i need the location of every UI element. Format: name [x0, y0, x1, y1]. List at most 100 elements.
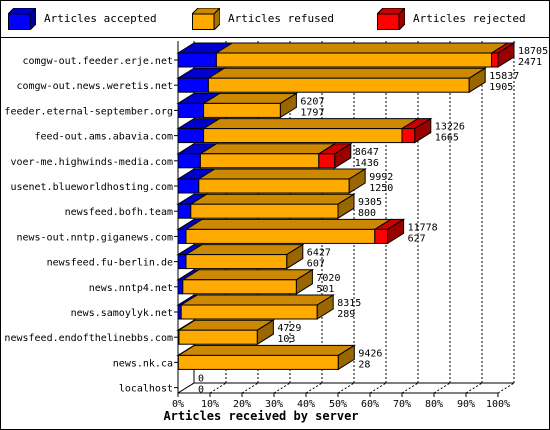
bar-top: [179, 294, 335, 306]
category-label: voer-me.highwinds-media.com: [10, 157, 173, 168]
value-label-received: 9305: [358, 197, 382, 208]
bar-side: [337, 344, 355, 371]
value-label-accepted: 627: [408, 233, 426, 244]
bar-top: [176, 344, 357, 356]
value-label-accepted: 1665: [435, 133, 459, 144]
x-tick-label: 10%: [201, 399, 219, 410]
bar-front: [185, 228, 376, 244]
value-label-accepted: 103: [277, 334, 295, 345]
bar-segment: [179, 294, 335, 320]
bar-front: [198, 178, 350, 194]
bar-front: [177, 354, 339, 370]
legend-label-rejected: Articles rejected: [413, 12, 526, 25]
bar-side: [468, 67, 486, 94]
value-label-accepted: 607: [307, 259, 325, 270]
x-tick-label: 80%: [425, 399, 443, 410]
legend-swatch-accepted: [8, 8, 36, 30]
legend: Articles accepted Articles refused Artic…: [1, 1, 549, 38]
value-label-received: 15837: [489, 71, 519, 82]
floor-tick: [433, 382, 451, 394]
value-label-received: 18705: [518, 46, 548, 57]
floor-tick: [497, 382, 515, 394]
bar-front: [215, 52, 493, 68]
value-label-accepted: 501: [316, 284, 334, 295]
bar-side: [256, 319, 274, 346]
bar-side: [295, 268, 313, 295]
bar-front: [177, 102, 205, 118]
bar-segment: [184, 243, 305, 270]
value-label-received: 7020: [316, 273, 340, 284]
bar-side: [334, 142, 352, 169]
value-label-accepted: 1250: [369, 183, 393, 194]
value-label-received: 6207: [300, 96, 324, 107]
legend-label-accepted: Articles accepted: [44, 12, 157, 25]
x-tick-label: 0%: [172, 399, 184, 410]
bar-top: [206, 67, 487, 79]
floor-tick: [305, 382, 323, 394]
bar-top: [184, 218, 393, 230]
bar-segment: [197, 168, 367, 194]
bar-front: [177, 254, 187, 270]
bar-front: [180, 304, 318, 320]
value-label-received: 11778: [408, 222, 438, 233]
value-label-accepted: 28: [358, 359, 370, 370]
bar-front: [207, 77, 470, 93]
bar-segment: [489, 42, 516, 68]
value-label-received: 9992: [369, 172, 393, 183]
value-label-received: 4729: [277, 323, 301, 334]
bar-side: [337, 193, 355, 220]
value-label-accepted: 289: [337, 309, 355, 320]
bar-segment: [198, 143, 337, 169]
bar-front: [491, 52, 499, 68]
legend-swatch-refused: [192, 8, 220, 30]
bar-side: [497, 42, 515, 68]
bar-top: [198, 143, 337, 155]
bar-side: [316, 294, 334, 320]
category-label: news-out.nntp.giganews.com: [16, 232, 173, 243]
bar-segment: [317, 142, 353, 169]
bar-side: [286, 243, 304, 270]
value-label-received: 0: [198, 374, 204, 385]
category-label: news.nntp4.net: [89, 283, 173, 294]
bar-segment: [201, 92, 299, 119]
legend-swatch-rejected: [377, 8, 405, 30]
x-tick-label: 30%: [265, 399, 283, 410]
bar-segment: [177, 319, 276, 346]
category-label: comgw-out.news.weretis.net: [16, 81, 173, 92]
category-label: news.samoylyk.net: [71, 308, 173, 319]
category-label: news.nk.ca: [113, 358, 173, 369]
bar-segment: [373, 218, 406, 245]
bar-front: [177, 279, 184, 295]
bar-front: [177, 153, 201, 169]
bar-segment: [184, 218, 393, 244]
labels: 0% 10% 20% 30% 40% 50% 60% 70% 80% 90% 100% comgw-o…: [4, 46, 548, 410]
bar-front: [185, 254, 288, 270]
x-axis-title: Articles received by server: [163, 409, 358, 423]
value-label-accepted: 1436: [355, 158, 379, 169]
floor-tick: [209, 382, 227, 394]
bar-front: [203, 102, 281, 118]
x-tick-label: 20%: [233, 399, 251, 410]
bar-segment: [206, 67, 487, 94]
bar-top: [184, 244, 305, 256]
bar-top: [181, 269, 315, 281]
category-label: newsfeed.bofh.team: [65, 207, 173, 218]
floor-tick: [465, 382, 483, 394]
bar-top: [201, 118, 420, 130]
bar-segment: [176, 344, 357, 371]
bar-front: [190, 203, 339, 219]
value-label-accepted: 0: [198, 385, 204, 396]
x-tick-label: 90%: [457, 399, 475, 410]
category-label: comgw-out.feeder.erje.net: [22, 56, 173, 67]
bar-front: [177, 178, 200, 194]
bar-front: [177, 228, 187, 244]
bar-segment: [201, 118, 420, 144]
value-label-accepted: 1797: [300, 107, 324, 118]
value-label-accepted: 1905: [489, 82, 513, 93]
value-label-received: 8647: [355, 147, 379, 158]
floor-tick: [273, 382, 291, 394]
bar-side: [414, 117, 432, 144]
category-label: newsfeed.fu-berlin.de: [47, 258, 173, 269]
